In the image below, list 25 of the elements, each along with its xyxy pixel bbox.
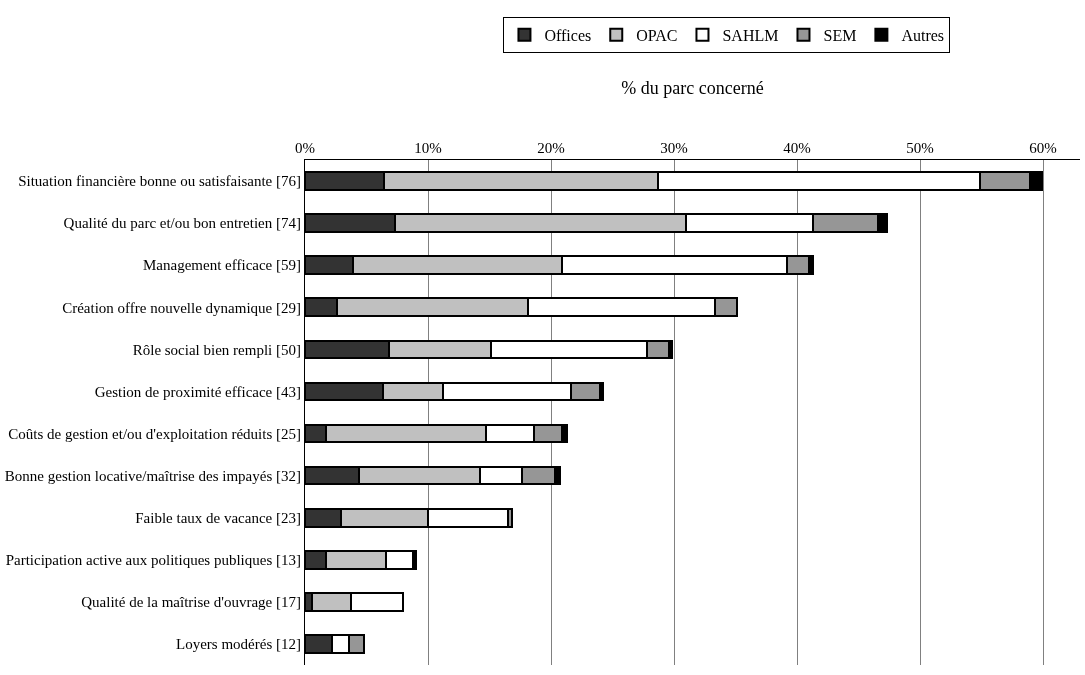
x-tick-label: 60% [1029, 140, 1057, 156]
y-tick-label: Participation active aux politiques publiques [13] [5, 552, 301, 569]
x-tick-label: 50% [906, 140, 934, 156]
y-tick-label: Qualité de la maîtrise d'ouvrage [17] [81, 594, 301, 611]
y-tick-label: Coûts de gestion et/ou d'exploitation réduits [25] [8, 425, 301, 442]
x-tick-label: 10% [414, 140, 442, 156]
x-tick-label: 0% [295, 140, 315, 156]
legend-label: OPAC [636, 27, 678, 45]
x-tick-label: 30% [660, 140, 688, 156]
legend-label: Autres [901, 27, 945, 45]
y-tick-label: Création offre nouvelle dynamique [29] [62, 299, 301, 316]
x-axis-title: % du parc concerné [621, 78, 764, 99]
legend-label: Offices [544, 27, 592, 45]
y-tick-label: Rôle social bien rempli [50] [132, 341, 301, 358]
y-tick-label: Gestion de proximité efficace [43] [94, 383, 301, 400]
y-tick-label: Faible taux de vacance [23] [135, 509, 301, 526]
legend-label: SAHLM [722, 27, 779, 45]
y-tick-label: Situation financière bonne ou satisfaisante [76] [18, 173, 301, 190]
legend-label: SEM [823, 27, 857, 45]
x-tick-label: 40% [783, 140, 811, 156]
y-tick-label: Management efficace [59] [143, 257, 301, 274]
y-tick-label: Loyers modérés [12] [176, 636, 301, 653]
y-tick-label: Bonne gestion locative/maîtrise des impayés [32] [4, 467, 301, 484]
x-tick-label: 20% [537, 140, 565, 156]
y-tick-label: Qualité du parc et/ou bon entretien [74] [63, 215, 301, 232]
